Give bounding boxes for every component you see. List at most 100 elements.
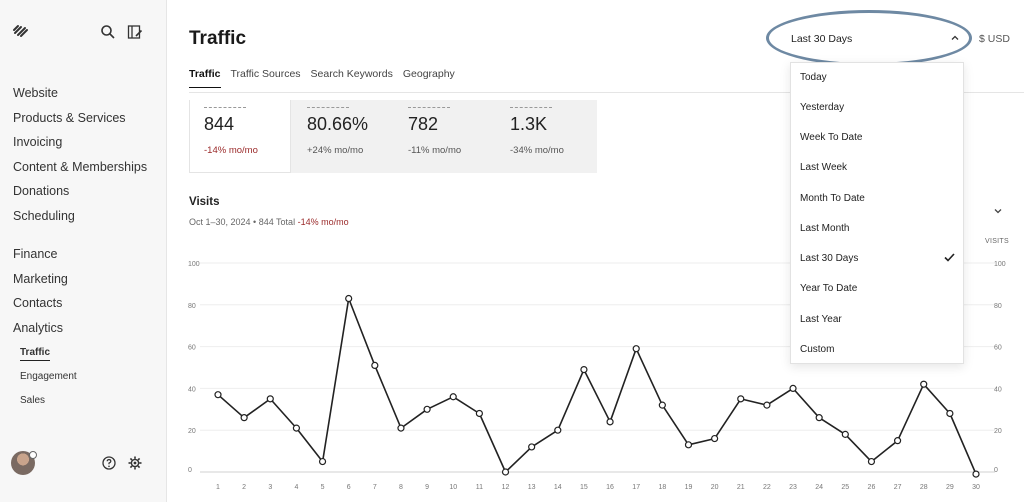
stat-value: 1.3K <box>510 114 548 134</box>
tab-traffic-sources[interactable]: Traffic Sources <box>230 68 301 80</box>
x-tick-label: 2 <box>242 484 246 491</box>
data-point <box>946 409 954 418</box>
sidebar-item-website[interactable]: Website <box>13 86 58 100</box>
edit-page-icon[interactable] <box>127 24 143 40</box>
sidebar-item-content-memberships[interactable]: Content & Memberships <box>13 159 148 174</box>
data-point <box>632 345 640 353</box>
stat-change: +24% mo/mo <box>307 145 364 156</box>
currency-label[interactable]: $ USD <box>979 33 1010 45</box>
sidebar-primary-nav: Website Products & Services Invoicing Co… <box>13 81 147 228</box>
data-point <box>789 384 797 392</box>
data-point <box>475 409 483 418</box>
x-tick-label: 25 <box>841 484 849 491</box>
stat-card-pageviews[interactable]: 1.3K -34% mo/mo <box>491 100 597 173</box>
stat-label-placeholder <box>408 107 450 108</box>
menu-item-last-year[interactable]: Last Year <box>800 314 842 325</box>
stat-card-unique-visitors[interactable]: 782 -11% mo/mo <box>391 100 491 173</box>
tab-bar: Traffic Traffic Sources Search Keywords … <box>189 68 465 92</box>
x-tick-label: 28 <box>920 484 928 491</box>
menu-item-last-week[interactable]: Last Week <box>800 162 848 173</box>
checkmark-icon <box>944 253 955 262</box>
data-point <box>867 457 876 466</box>
x-tick-label: 6 <box>347 484 351 491</box>
x-tick-label: 21 <box>737 484 745 491</box>
analytics-subnav: Traffic Engagement Sales <box>13 341 77 413</box>
data-point <box>214 391 222 399</box>
data-point <box>397 424 405 432</box>
menu-item-year-to-date[interactable]: Year To Date <box>800 283 858 294</box>
data-point <box>554 426 562 434</box>
y-tick-label-left: 60 <box>188 345 196 352</box>
data-point <box>266 395 274 403</box>
sidebar-item-scheduling[interactable]: Scheduling <box>13 208 75 223</box>
x-tick-label: 30 <box>972 484 980 491</box>
data-point <box>528 443 536 451</box>
x-tick-label: 16 <box>606 484 614 491</box>
tab-geography[interactable]: Geography <box>402 68 455 80</box>
sidebar-secondary-nav: Finance Marketing Contacts Analytics <box>13 242 68 340</box>
search-icon[interactable] <box>100 24 116 40</box>
tab-traffic[interactable]: Traffic <box>189 68 221 88</box>
menu-item-last-month[interactable]: Last Month <box>800 223 850 234</box>
x-tick-label: 15 <box>580 484 588 491</box>
data-point <box>737 395 745 403</box>
x-tick-label: 3 <box>268 484 272 491</box>
y-tick-label-left: 40 <box>188 386 196 393</box>
gear-icon[interactable] <box>128 456 142 470</box>
sidebar-item-finance[interactable]: Finance <box>13 247 58 261</box>
sidebar-subitem-traffic-label: Traffic <box>20 347 51 361</box>
tab-search-keywords[interactable]: Search Keywords <box>310 68 393 80</box>
x-tick-label: 29 <box>946 484 954 491</box>
menu-item-today[interactable]: Today <box>800 72 827 83</box>
menu-item-custom[interactable]: Custom <box>800 344 835 355</box>
stat-card-visits[interactable]: 844 -14% mo/mo <box>189 100 291 173</box>
stat-value: 844 <box>204 114 235 134</box>
date-range-select[interactable]: Last 30 Days <box>778 22 968 56</box>
stat-change: -11% mo/mo <box>408 145 462 156</box>
chevron-down-icon[interactable] <box>993 206 1003 216</box>
sidebar-subitem-traffic[interactable]: Traffic <box>13 341 77 365</box>
y-tick-label-left: 80 <box>188 303 196 310</box>
x-tick-label: 11 <box>476 484 483 491</box>
y-tick-label-left: 20 <box>188 428 196 435</box>
sidebar-item-contacts[interactable]: Contacts <box>13 296 63 310</box>
data-point <box>606 418 614 426</box>
x-tick-label: 26 <box>868 484 876 491</box>
stat-label-placeholder <box>307 107 349 108</box>
y-tick-label-right: 80 <box>994 303 1002 310</box>
x-tick-label: 14 <box>554 484 562 491</box>
stat-value: 80.66% <box>307 114 369 134</box>
data-point <box>501 468 510 476</box>
data-point <box>318 457 327 466</box>
stat-label-placeholder <box>510 107 552 108</box>
menu-item-last-30-days[interactable]: Last 30 Days <box>800 253 859 264</box>
sidebar-subitem-sales[interactable]: Sales <box>20 395 46 406</box>
menu-item-week-to-date[interactable]: Week To Date <box>800 132 863 143</box>
help-icon[interactable] <box>102 456 116 470</box>
x-tick-label: 27 <box>894 484 902 491</box>
stat-card-bounce[interactable]: 80.66% +24% mo/mo <box>291 100 391 173</box>
x-tick-label: 13 <box>528 484 536 491</box>
sidebar-item-donations[interactable]: Donations <box>13 184 70 198</box>
squarespace-logo-icon[interactable] <box>12 24 30 38</box>
sidebar-item-products-services[interactable]: Products & Services <box>13 110 126 125</box>
visits-subtitle: Oct 1–30, 2024 • 844 Total -14% mo/mo <box>189 217 349 227</box>
data-point <box>658 401 666 409</box>
menu-item-month-to-date[interactable]: Month To Date <box>800 193 865 204</box>
stat-label-placeholder <box>204 107 246 108</box>
x-tick-label: 1 <box>216 484 220 491</box>
menu-item-yesterday[interactable]: Yesterday <box>800 102 845 113</box>
page-title: Traffic <box>189 28 247 49</box>
y-tick-label-right: 0 <box>994 467 998 474</box>
sidebar: Website Products & Services Invoicing Co… <box>0 0 167 502</box>
x-tick-label: 9 <box>425 484 429 491</box>
sidebar-item-invoicing[interactable]: Invoicing <box>13 135 63 149</box>
date-range-value: Last 30 Days <box>791 33 853 45</box>
y-tick-label-left: 100 <box>188 261 200 268</box>
sidebar-item-analytics[interactable]: Analytics <box>13 320 64 335</box>
sidebar-item-marketing[interactable]: Marketing <box>13 271 68 286</box>
y-axis-unit-label: VISITS <box>985 238 1009 245</box>
data-point <box>920 380 928 388</box>
stat-change: -14% mo/mo <box>204 145 258 156</box>
sidebar-subitem-engagement[interactable]: Engagement <box>20 371 77 382</box>
